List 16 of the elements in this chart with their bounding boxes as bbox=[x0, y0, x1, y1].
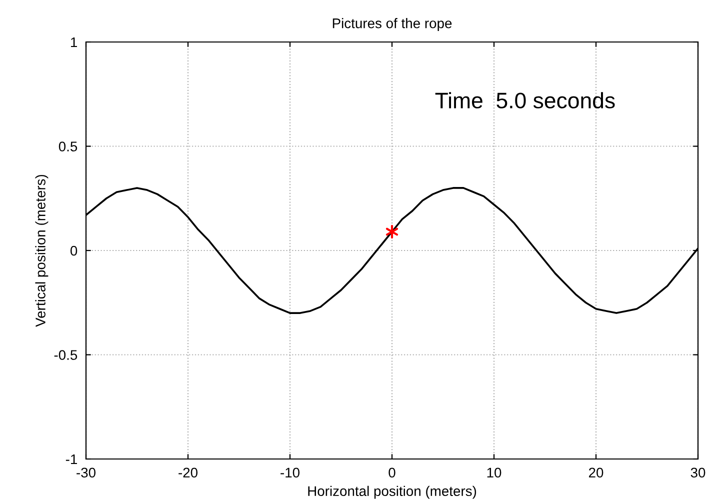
chart-title: Pictures of the rope bbox=[332, 18, 452, 31]
x-tick-label: -20 bbox=[178, 468, 198, 478]
y-tick-label: 0.5 bbox=[58, 142, 78, 152]
y-tick-label: 1 bbox=[71, 37, 77, 48]
annotation: Time 5.0 seconds bbox=[435, 92, 615, 108]
x-tick-label: 10 bbox=[487, 468, 502, 478]
x-tick-label: 0 bbox=[388, 468, 396, 478]
y-tick-label: -1 bbox=[66, 454, 77, 464]
x-tick-label: 20 bbox=[588, 468, 604, 478]
x-tick-label: 30 bbox=[690, 468, 706, 478]
y-axis-title: Vertical position (meters) bbox=[35, 174, 48, 327]
y-tick-label: -0.5 bbox=[54, 350, 78, 360]
y-tick-label: 0 bbox=[70, 246, 78, 256]
x-tick-label: -30 bbox=[76, 468, 96, 478]
x-axis-title: Horizontal position (meters) bbox=[308, 486, 476, 499]
x-tick-label: -10 bbox=[280, 468, 300, 478]
